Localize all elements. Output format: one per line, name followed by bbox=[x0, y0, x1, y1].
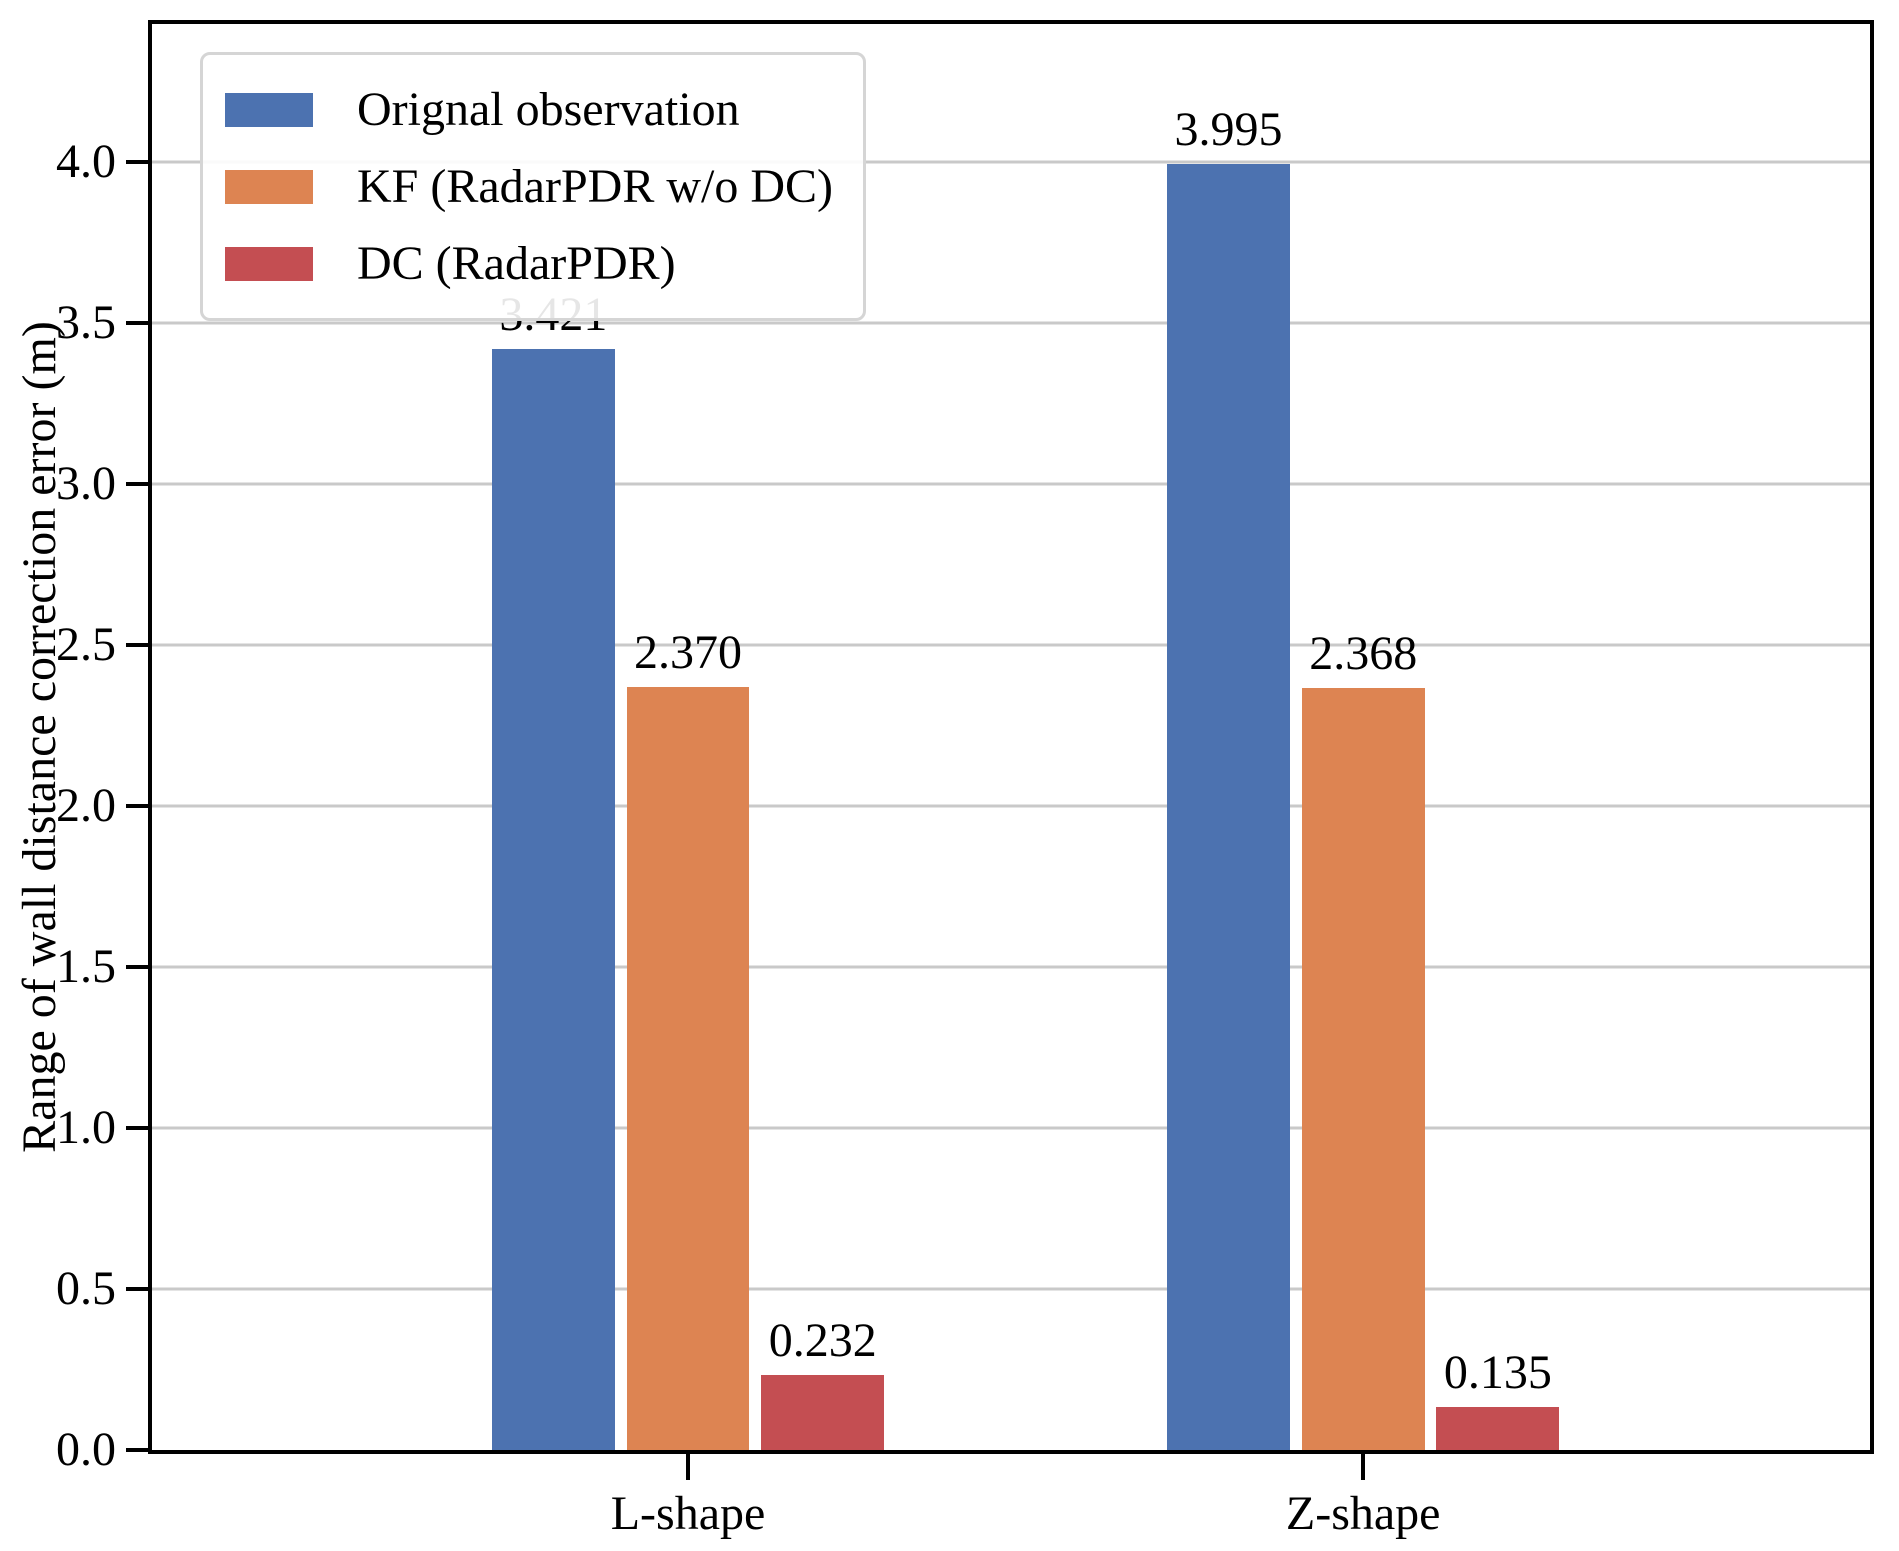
bar-value-label-z-shape-series-0: 3.995 bbox=[1174, 103, 1283, 157]
y-tick-label-2.5: 2.5 bbox=[56, 618, 116, 672]
gridline-y-3.5 bbox=[152, 321, 1870, 325]
y-tick-1.5 bbox=[126, 965, 148, 970]
gridline-y-2.5 bbox=[152, 643, 1870, 647]
legend-label-kf: KF (RadarPDR w/o DC) bbox=[357, 159, 833, 213]
gridline-y-1.5 bbox=[152, 965, 1870, 969]
y-tick-label-0.0: 0.0 bbox=[56, 1423, 116, 1476]
legend-row: Orignal observation bbox=[225, 71, 833, 148]
bar-value-label-z-shape-series-2: 0.135 bbox=[1443, 1345, 1552, 1399]
x-tick-label-z-shape: Z-shape bbox=[1285, 1487, 1441, 1540]
legend-row: DC (RadarPDR) bbox=[225, 225, 833, 302]
x-tick-label-l-shape: L-shape bbox=[610, 1487, 766, 1540]
gridline-y-1.0 bbox=[152, 1126, 1870, 1130]
y-tick-label-1.5: 1.5 bbox=[56, 940, 116, 994]
bar-l-shape-series-2 bbox=[761, 1375, 885, 1450]
bar-value-label-l-shape-series-1: 2.370 bbox=[634, 626, 743, 680]
y-tick-2.5 bbox=[126, 643, 148, 648]
bar-z-shape-series-1 bbox=[1301, 687, 1425, 1450]
bar-value-label-l-shape-series-2: 0.232 bbox=[768, 1314, 877, 1368]
y-tick-label-3.0: 3.0 bbox=[56, 457, 116, 511]
bar-l-shape-series-0 bbox=[491, 348, 615, 1450]
bar-z-shape-series-0 bbox=[1167, 164, 1290, 1450]
gridline-y-3.0 bbox=[152, 482, 1870, 486]
y-tick-label-4.0: 4.0 bbox=[56, 135, 116, 189]
gridline-y-0.5 bbox=[152, 1287, 1870, 1291]
y-tick-1.0 bbox=[126, 1126, 148, 1131]
legend-swatch-kf bbox=[225, 169, 313, 204]
y-tick-2.0 bbox=[126, 804, 148, 809]
bar-z-shape-series-2 bbox=[1436, 1406, 1560, 1450]
gridline-y-4.0 bbox=[152, 160, 1870, 164]
gridline-y-2.0 bbox=[152, 804, 1870, 808]
legend-label-dc: DC (RadarPDR) bbox=[357, 236, 676, 290]
x-tick-l-shape bbox=[686, 1454, 691, 1480]
x-tick-z-shape bbox=[1361, 1454, 1366, 1480]
y-tick-4.0 bbox=[126, 160, 148, 165]
y-tick-label-0.5: 0.5 bbox=[56, 1262, 116, 1316]
legend-row: KF (RadarPDR w/o DC) bbox=[225, 148, 833, 225]
legend-label-original-observation: Orignal observation bbox=[357, 82, 740, 136]
y-tick-3.0 bbox=[126, 482, 148, 487]
y-tick-3.5 bbox=[126, 321, 148, 326]
bar-value-label-z-shape-series-1: 2.368 bbox=[1309, 626, 1418, 680]
legend-swatch-original-observation bbox=[225, 92, 313, 127]
plot-area: Range of wall distance correction error … bbox=[13, 20, 1874, 1538]
y-tick-label-2.0: 2.0 bbox=[56, 779, 116, 833]
y-tick-0.5 bbox=[126, 1287, 148, 1292]
y-axis-label: Range of wall distance correction error … bbox=[13, 321, 66, 1153]
legend: Orignal observation KF (RadarPDR w/o DC)… bbox=[200, 52, 866, 321]
bar-l-shape-series-1 bbox=[626, 687, 750, 1450]
y-tick-label-3.5: 3.5 bbox=[56, 296, 116, 350]
legend-swatch-dc bbox=[225, 246, 313, 281]
y-tick-label-1.0: 1.0 bbox=[56, 1101, 116, 1155]
y-tick-0.0 bbox=[126, 1448, 148, 1452]
